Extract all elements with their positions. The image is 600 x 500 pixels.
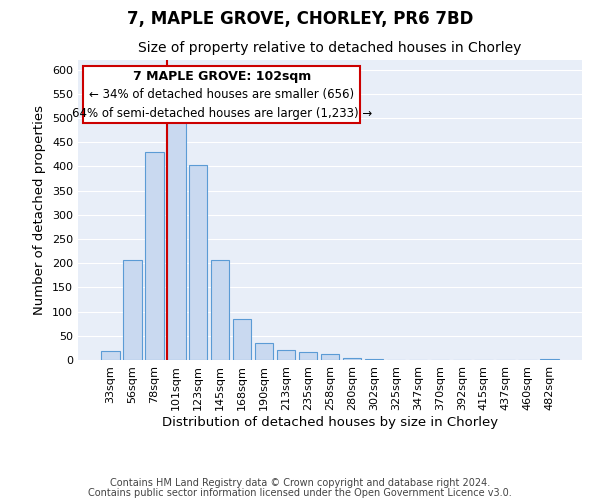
FancyBboxPatch shape	[83, 66, 360, 123]
Bar	[123, 260, 142, 360]
Bar	[541, 358, 559, 360]
Bar	[299, 352, 317, 360]
Y-axis label: Number of detached properties: Number of detached properties	[34, 105, 46, 315]
Bar	[255, 343, 274, 360]
Text: ← 34% of detached houses are smaller (656): ← 34% of detached houses are smaller (65…	[89, 88, 354, 101]
Text: Contains public sector information licensed under the Open Government Licence v3: Contains public sector information licen…	[88, 488, 512, 498]
Text: 7 MAPLE GROVE: 102sqm: 7 MAPLE GROVE: 102sqm	[133, 70, 311, 83]
Bar	[320, 354, 340, 360]
Bar	[189, 166, 208, 360]
Bar	[145, 152, 164, 360]
Bar	[211, 260, 229, 360]
Bar	[277, 350, 295, 360]
Text: 7, MAPLE GROVE, CHORLEY, PR6 7BD: 7, MAPLE GROVE, CHORLEY, PR6 7BD	[127, 10, 473, 28]
Text: 64% of semi-detached houses are larger (1,233) →: 64% of semi-detached houses are larger (…	[71, 107, 372, 120]
Bar	[343, 358, 361, 360]
Text: Contains HM Land Registry data © Crown copyright and database right 2024.: Contains HM Land Registry data © Crown c…	[110, 478, 490, 488]
Bar	[167, 120, 185, 360]
X-axis label: Distribution of detached houses by size in Chorley: Distribution of detached houses by size …	[162, 416, 498, 428]
Title: Size of property relative to detached houses in Chorley: Size of property relative to detached ho…	[139, 40, 521, 54]
Bar	[365, 359, 383, 360]
Bar	[101, 352, 119, 360]
Bar	[233, 319, 251, 360]
